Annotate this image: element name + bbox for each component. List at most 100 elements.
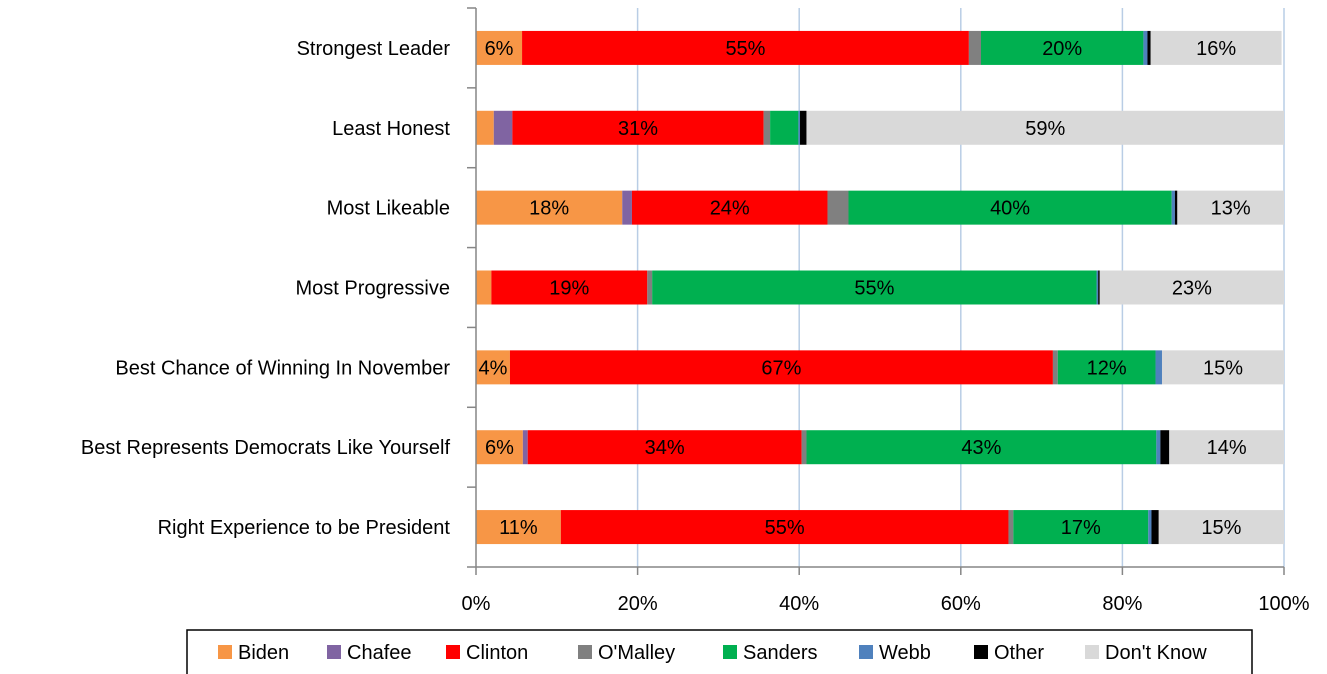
category-label: Best Chance of Winning In November bbox=[115, 357, 450, 379]
bar-segment-biden bbox=[476, 190, 623, 225]
data-label: 6% bbox=[485, 38, 514, 60]
data-label: 24% bbox=[710, 198, 750, 220]
data-label: 59% bbox=[1025, 118, 1065, 140]
data-label: 13% bbox=[1211, 198, 1251, 220]
x-tick-label: 100% bbox=[1258, 593, 1309, 615]
legend-label-webb: Webb bbox=[879, 642, 931, 664]
x-tick-label: 20% bbox=[618, 593, 658, 615]
legend-label-other: Other bbox=[994, 642, 1044, 664]
data-label: 18% bbox=[529, 198, 569, 220]
bar-segment-webb bbox=[1143, 30, 1148, 65]
bar-segment-other bbox=[1160, 430, 1170, 465]
category-label: Most Progressive bbox=[296, 278, 451, 300]
legend-label-chafee: Chafee bbox=[347, 642, 412, 664]
bar-segment-don-t-know bbox=[1177, 190, 1284, 225]
category-label: Most Likeable bbox=[327, 198, 450, 220]
bars bbox=[476, 30, 1284, 545]
bar-segment-chafee bbox=[493, 110, 513, 145]
bar-segment-webb bbox=[1148, 510, 1152, 545]
bar-segment-webb bbox=[1156, 430, 1161, 465]
data-labels: 6% 55% 20% 16% 31% 59% 18% 24% 40% 13% 19% 55% 23% 4%… bbox=[479, 38, 1251, 539]
data-label: 14% bbox=[1207, 437, 1247, 459]
bar-segment-o-malley bbox=[801, 430, 807, 465]
data-label: 67% bbox=[761, 357, 801, 379]
x-tick-label: 80% bbox=[1102, 593, 1142, 615]
data-label: 17% bbox=[1061, 517, 1101, 539]
bar-segment-don-t-know bbox=[806, 110, 1284, 145]
bar-segment-o-malley bbox=[968, 30, 981, 65]
bar-segment-sanders bbox=[652, 270, 1097, 305]
data-label: 19% bbox=[549, 278, 589, 300]
bar-segment-clinton bbox=[527, 430, 802, 465]
bar-segment-don-t-know bbox=[1099, 270, 1284, 305]
bar-segment-other bbox=[1151, 510, 1159, 545]
data-label: 15% bbox=[1201, 517, 1241, 539]
category-label: Least Honest bbox=[332, 118, 450, 140]
bar-segment-sanders bbox=[981, 30, 1144, 65]
category-label: Right Experience to be President bbox=[158, 517, 451, 539]
bar-segment-chafee bbox=[622, 190, 632, 225]
x-tick-label: 40% bbox=[779, 593, 819, 615]
bar-segment-sanders bbox=[770, 110, 799, 145]
bar-segment-don-t-know bbox=[1150, 30, 1282, 65]
legend-swatch-sanders bbox=[723, 645, 737, 659]
bar-segment-clinton bbox=[509, 350, 1053, 385]
legend-label-clinton: Clinton bbox=[466, 642, 528, 664]
bar-segment-webb bbox=[1155, 350, 1162, 385]
axes: Strongest Leader Least Honest Most Likeabl… bbox=[81, 7, 1310, 615]
data-label: 11% bbox=[499, 517, 538, 539]
legend-swatch-other bbox=[974, 645, 988, 659]
legend-label-don-t-know: Don't Know bbox=[1105, 642, 1207, 664]
bar-segment-biden bbox=[476, 110, 494, 145]
data-label: 55% bbox=[765, 517, 805, 539]
legend-box bbox=[186, 629, 1253, 674]
bar-segment-webb bbox=[798, 110, 801, 145]
legend-swatch-don-t-know bbox=[1085, 645, 1099, 659]
bar-segment-clinton bbox=[560, 510, 1009, 545]
data-label: 6% bbox=[485, 437, 514, 459]
bar-segment-other bbox=[1174, 190, 1178, 225]
bar-segment-other bbox=[800, 110, 807, 145]
legend-label-biden: Biden bbox=[238, 642, 289, 664]
bar-segment-o-malley bbox=[827, 190, 849, 225]
data-label: 23% bbox=[1172, 278, 1212, 300]
bar-segment-webb bbox=[1171, 190, 1175, 225]
bar-segment-sanders bbox=[806, 430, 1157, 465]
bar-segment-biden bbox=[476, 270, 492, 305]
bar-segment-biden bbox=[476, 430, 523, 465]
legend-swatch-clinton bbox=[446, 645, 460, 659]
x-tick-label: 0% bbox=[462, 593, 491, 615]
data-label: 12% bbox=[1087, 357, 1127, 379]
bar-segment-don-t-know bbox=[1161, 350, 1284, 385]
data-label: 34% bbox=[645, 437, 685, 459]
data-label: 16% bbox=[1196, 38, 1236, 60]
data-label: 15% bbox=[1203, 357, 1243, 379]
bar-segment-webb bbox=[1096, 270, 1099, 305]
data-label: 40% bbox=[990, 198, 1030, 220]
legend: Biden Chafee Clinton O'Malley Sanders Webb Oth… bbox=[186, 629, 1253, 674]
data-label: 4% bbox=[479, 357, 508, 379]
bar-segment-other bbox=[1147, 30, 1151, 65]
legend-label-sanders: Sanders bbox=[743, 642, 818, 664]
x-tick-label: 60% bbox=[941, 593, 981, 615]
bar-segment-sanders bbox=[1057, 350, 1156, 385]
legend-swatch-chafee bbox=[327, 645, 341, 659]
bar-segment-o-malley bbox=[763, 110, 771, 145]
legend-swatch-o-malley bbox=[578, 645, 592, 659]
bar-segment-chafee bbox=[522, 430, 528, 465]
bar-segment-o-malley bbox=[647, 270, 653, 305]
category-label: Strongest Leader bbox=[297, 38, 451, 60]
bar-segment-o-malley bbox=[1052, 350, 1058, 385]
legend-swatch-biden bbox=[218, 645, 232, 659]
data-label: 43% bbox=[961, 437, 1001, 459]
bar-segment-biden bbox=[476, 510, 561, 545]
bar-segment-biden bbox=[476, 350, 510, 385]
bar-segment-o-malley bbox=[1008, 510, 1014, 545]
bar-segment-sanders bbox=[1013, 510, 1149, 545]
bar-segment-sanders bbox=[848, 190, 1172, 225]
bar-segment-clinton bbox=[522, 30, 969, 65]
data-label: 55% bbox=[854, 278, 894, 300]
bar-segment-don-t-know bbox=[1169, 430, 1284, 465]
